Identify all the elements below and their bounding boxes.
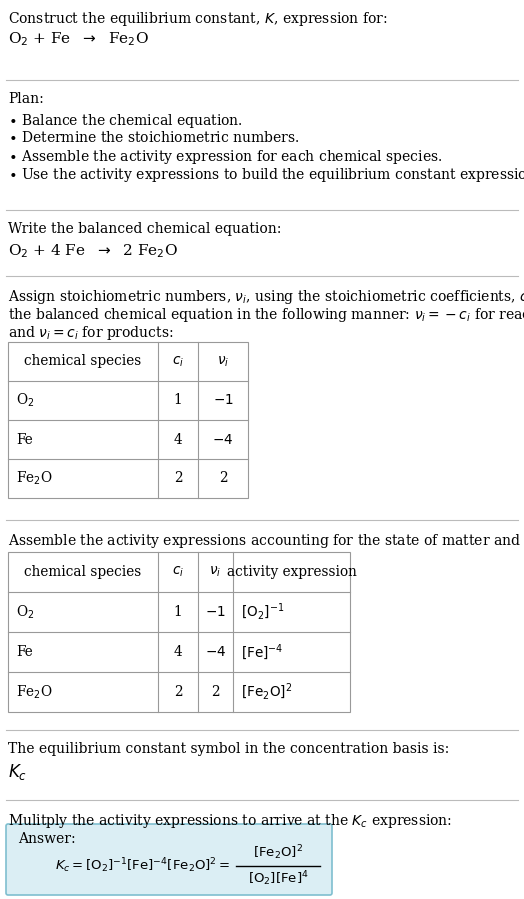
Text: $\bullet$ Use the activity expressions to build the equilibrium constant express: $\bullet$ Use the activity expressions t… bbox=[8, 166, 524, 184]
Text: 2: 2 bbox=[173, 471, 182, 485]
Text: $[\mathrm{Fe}]^{-4}$: $[\mathrm{Fe}]^{-4}$ bbox=[241, 642, 283, 662]
FancyBboxPatch shape bbox=[6, 824, 332, 895]
Bar bbox=[8, 552, 350, 712]
Text: $\bullet$ Assemble the activity expression for each chemical species.: $\bullet$ Assemble the activity expressi… bbox=[8, 148, 442, 166]
Text: Fe: Fe bbox=[16, 645, 32, 659]
Text: $-1$: $-1$ bbox=[205, 605, 226, 619]
Text: O$_2$ + Fe  $\rightarrow$  Fe$_2$O: O$_2$ + Fe $\rightarrow$ Fe$_2$O bbox=[8, 30, 149, 48]
Text: $c_i$: $c_i$ bbox=[172, 354, 184, 369]
Text: Write the balanced chemical equation:: Write the balanced chemical equation: bbox=[8, 222, 281, 236]
Text: $[\mathrm{O_2}][\mathrm{Fe}]^4$: $[\mathrm{O_2}][\mathrm{Fe}]^4$ bbox=[248, 869, 308, 888]
Text: $\nu_i$: $\nu_i$ bbox=[210, 565, 222, 579]
Text: 2: 2 bbox=[211, 685, 220, 699]
Text: $K_c$: $K_c$ bbox=[8, 762, 27, 782]
Text: 1: 1 bbox=[173, 605, 182, 619]
Text: $-1$: $-1$ bbox=[213, 394, 233, 407]
Text: $c_i$: $c_i$ bbox=[172, 565, 184, 579]
Text: Construct the equilibrium constant, $K$, expression for:: Construct the equilibrium constant, $K$,… bbox=[8, 10, 388, 28]
Text: $[\mathrm{Fe_2O}]^2$: $[\mathrm{Fe_2O}]^2$ bbox=[253, 843, 303, 862]
Text: $K_c = [\mathrm{O_2}]^{-1}[\mathrm{Fe}]^{-4}[\mathrm{Fe_2O}]^{2} =$: $K_c = [\mathrm{O_2}]^{-1}[\mathrm{Fe}]^… bbox=[55, 856, 231, 875]
Bar bbox=[8, 342, 248, 498]
Text: Assemble the activity expressions accounting for the state of matter and $\nu_i$: Assemble the activity expressions accoun… bbox=[8, 532, 524, 550]
Text: Fe$_2$O: Fe$_2$O bbox=[16, 470, 52, 487]
Text: O$_2$: O$_2$ bbox=[16, 603, 35, 620]
Text: 2: 2 bbox=[219, 471, 227, 485]
Text: $-4$: $-4$ bbox=[212, 432, 234, 447]
Text: $\bullet$ Determine the stoichiometric numbers.: $\bullet$ Determine the stoichiometric n… bbox=[8, 130, 299, 145]
Text: $\bullet$ Balance the chemical equation.: $\bullet$ Balance the chemical equation. bbox=[8, 112, 243, 130]
Text: 4: 4 bbox=[173, 645, 182, 659]
Text: Answer:: Answer: bbox=[18, 832, 75, 846]
Text: O$_2$ + 4 Fe  $\rightarrow$  2 Fe$_2$O: O$_2$ + 4 Fe $\rightarrow$ 2 Fe$_2$O bbox=[8, 242, 178, 260]
Text: 2: 2 bbox=[173, 685, 182, 699]
Text: chemical species: chemical species bbox=[25, 354, 141, 369]
Text: Assign stoichiometric numbers, $\nu_i$, using the stoichiometric coefficients, $: Assign stoichiometric numbers, $\nu_i$, … bbox=[8, 288, 524, 306]
Text: activity expression: activity expression bbox=[226, 565, 356, 579]
Text: the balanced chemical equation in the following manner: $\nu_i = -c_i$ for react: the balanced chemical equation in the fo… bbox=[8, 306, 524, 324]
Text: Mulitply the activity expressions to arrive at the $K_c$ expression:: Mulitply the activity expressions to arr… bbox=[8, 812, 452, 830]
Text: $-4$: $-4$ bbox=[205, 645, 226, 659]
Text: $\nu_i$: $\nu_i$ bbox=[217, 354, 229, 369]
Text: $[\mathrm{O_2}]^{-1}$: $[\mathrm{O_2}]^{-1}$ bbox=[241, 601, 285, 622]
Text: The equilibrium constant symbol in the concentration basis is:: The equilibrium constant symbol in the c… bbox=[8, 742, 449, 756]
Text: O$_2$: O$_2$ bbox=[16, 392, 35, 409]
Text: 1: 1 bbox=[173, 394, 182, 407]
Text: chemical species: chemical species bbox=[25, 565, 141, 579]
Text: and $\nu_i = c_i$ for products:: and $\nu_i = c_i$ for products: bbox=[8, 324, 173, 342]
Text: Plan:: Plan: bbox=[8, 92, 43, 106]
Text: 4: 4 bbox=[173, 432, 182, 447]
Text: $[\mathrm{Fe_2O}]^{2}$: $[\mathrm{Fe_2O}]^{2}$ bbox=[241, 681, 292, 702]
Text: Fe: Fe bbox=[16, 432, 32, 447]
Text: Fe$_2$O: Fe$_2$O bbox=[16, 683, 52, 700]
